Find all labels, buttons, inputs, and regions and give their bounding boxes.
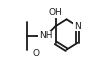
Text: NH: NH	[39, 31, 53, 40]
Text: OH: OH	[49, 8, 62, 17]
Text: O: O	[33, 49, 40, 58]
Text: N: N	[74, 22, 81, 31]
